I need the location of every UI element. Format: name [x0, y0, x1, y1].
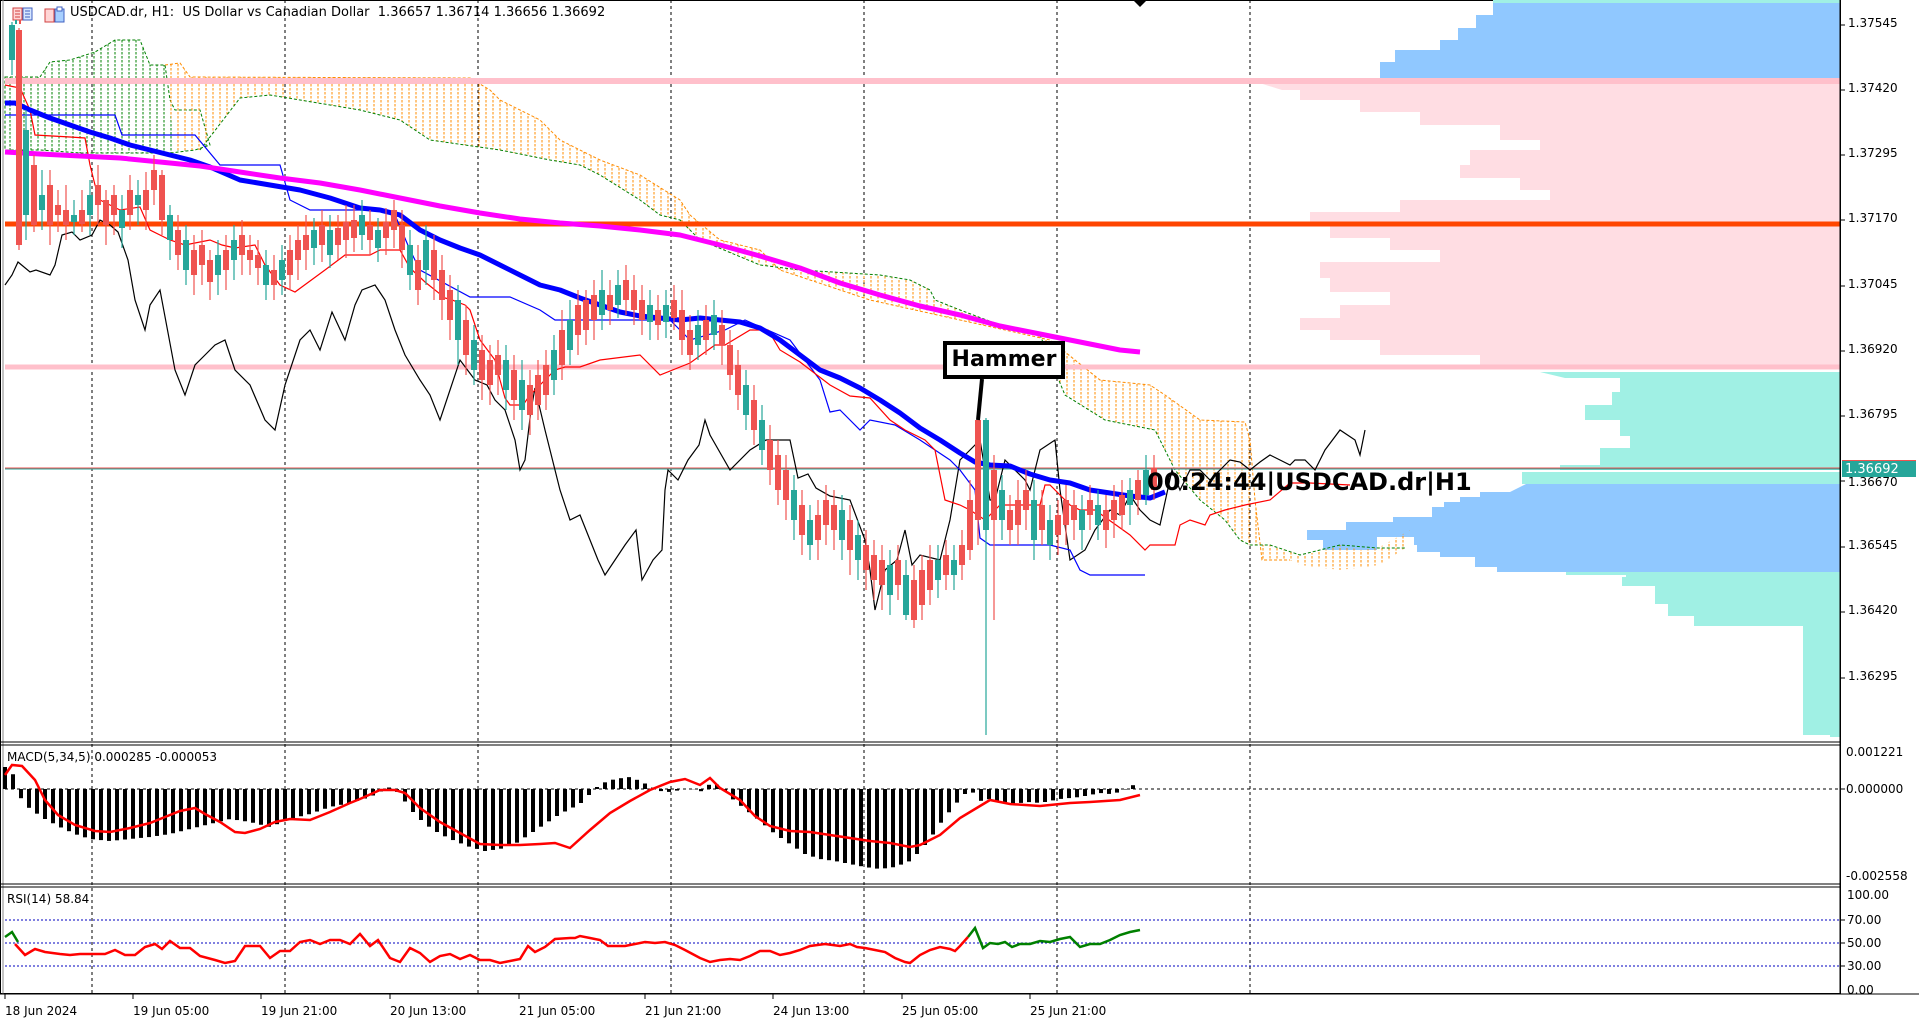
time-label: 19 Jun 05:00	[133, 1004, 210, 1018]
time-label: 21 Jun 05:00	[519, 1004, 596, 1018]
rsi-tick: 0.00	[1847, 983, 1874, 997]
hammer-annotation[interactable]: Hammer	[943, 341, 1065, 379]
hammer-pointer	[976, 378, 984, 421]
rsi-line-red	[14, 932, 969, 965]
price-tick: 1.37045	[1848, 277, 1898, 291]
chart-header-title: USDCAD.dr, H1: US Dollar vs Canadian Dol…	[70, 5, 606, 20]
time-label: 18 Jun 2024	[5, 1004, 78, 1018]
time-label: 25 Jun 05:00	[902, 1004, 979, 1018]
rsi-tick: 30.00	[1847, 959, 1882, 973]
rsi-pane	[4, 919, 1840, 967]
rsi-tick: 100.00	[1847, 888, 1889, 902]
current-price-tag: 1.36692	[1842, 460, 1916, 477]
candlesticks	[9, 22, 1157, 735]
price-axis	[1840, 24, 1845, 967]
shift-marker-icon[interactable]	[1133, 0, 1147, 7]
time-grid	[91, 0, 1251, 994]
rsi-tick: 70.00	[1847, 913, 1882, 927]
time-label: 19 Jun 21:00	[261, 1004, 338, 1018]
price-tick: 1.37420	[1848, 81, 1898, 95]
symbol-properties-icon[interactable]	[44, 6, 66, 23]
moving-average-slow	[4, 149, 1141, 355]
time-axis-ticks	[4, 994, 1031, 999]
price-tick: 1.36920	[1848, 342, 1898, 356]
chikou-span-line	[4, 219, 1366, 611]
macd-signal-line	[3, 763, 1141, 850]
horizontal-levels	[5, 78, 1840, 470]
price-tick: 1.37545	[1848, 16, 1898, 30]
tenkan-sen-line	[4, 84, 1351, 551]
price-tick: 1.36420	[1848, 603, 1898, 617]
price-tick: 1.36795	[1848, 407, 1898, 421]
macd-tick: -0.002558	[1846, 869, 1908, 883]
price-tick: 1.37170	[1848, 211, 1898, 225]
macd-tick: 0.000000	[1846, 782, 1904, 796]
time-label: 25 Jun 21:00	[1030, 1004, 1107, 1018]
time-label: 20 Jun 13:00	[390, 1004, 467, 1018]
rsi-title: RSI(14) 58.84	[7, 892, 90, 906]
bar-countdown-label: 00:24:44|USDCAD.dr|H1	[1147, 468, 1472, 496]
chart-list-icon[interactable]	[12, 6, 34, 24]
macd-tick: 0.001221	[1846, 745, 1904, 759]
price-tick: 1.37295	[1848, 146, 1898, 160]
ichimoku-cloud	[4, 39, 1410, 570]
price-tick: 1.36545	[1848, 538, 1898, 552]
rsi-tick: 50.00	[1847, 936, 1882, 950]
macd-pane	[3, 763, 1840, 869]
macd-title: MACD(5,34,5) 0.000285 -0.000053	[7, 750, 217, 764]
time-label: 21 Jun 21:00	[645, 1004, 722, 1018]
time-label: 24 Jun 13:00	[773, 1004, 850, 1018]
rsi-line-green	[967, 925, 1141, 950]
price-tick: 1.36295	[1848, 669, 1898, 683]
price-tick: 1.36670	[1848, 475, 1898, 489]
